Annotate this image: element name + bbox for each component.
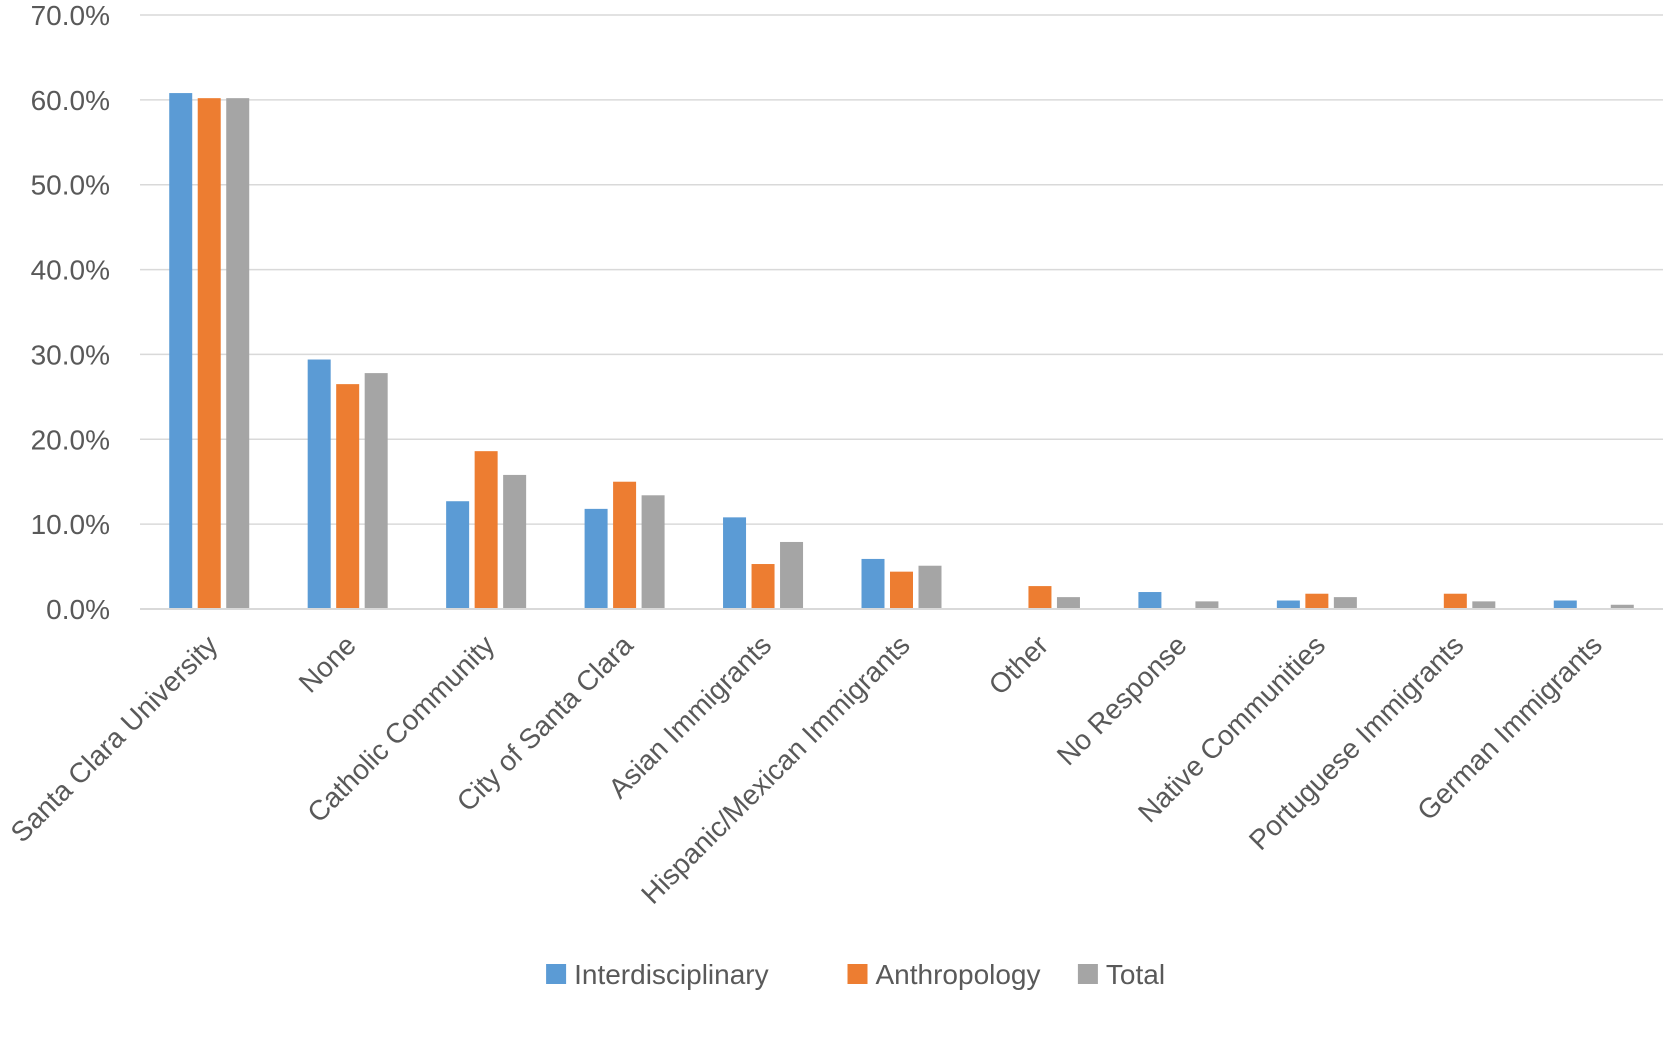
bar — [1472, 601, 1496, 609]
bar — [1305, 593, 1329, 609]
x-category-label: Other — [983, 629, 1054, 700]
y-tick-label: 0.0% — [46, 594, 110, 625]
y-tick-label: 40.0% — [31, 255, 110, 286]
y-tick-label: 20.0% — [31, 424, 110, 455]
bar — [169, 93, 193, 609]
legend-swatch — [546, 964, 567, 984]
bar — [446, 501, 470, 609]
bar — [503, 474, 527, 609]
legend-swatch — [847, 964, 868, 984]
bar — [584, 508, 608, 609]
bar — [364, 373, 388, 609]
bar — [918, 565, 942, 609]
legend-label: Anthropology — [876, 959, 1041, 990]
bar — [307, 359, 331, 609]
bar — [613, 481, 637, 609]
bar — [1443, 593, 1467, 609]
bar — [197, 98, 221, 609]
bar — [474, 451, 498, 609]
x-category-label: Hispanic/Mexican Immigrants — [635, 629, 915, 909]
bars — [169, 93, 1634, 609]
bar — [336, 384, 360, 609]
bar — [1056, 597, 1080, 609]
y-axis-tick-labels: 0.0% 10.0% 20.0% 30.0% 40.0% 50.0% 60.0% 70.0% — [31, 0, 110, 625]
x-category-label: None — [293, 629, 362, 698]
bar — [1610, 604, 1634, 609]
bar — [1553, 600, 1577, 609]
y-tick-label: 30.0% — [31, 339, 110, 370]
bar — [641, 495, 665, 609]
y-tick-label: 10.0% — [31, 509, 110, 540]
y-tick-label: 70.0% — [31, 0, 110, 31]
bar — [226, 98, 250, 609]
y-tick-label: 60.0% — [31, 85, 110, 116]
bar — [780, 541, 804, 609]
bar — [751, 564, 775, 609]
bar — [1276, 600, 1300, 609]
legend-swatch — [1077, 964, 1098, 984]
y-tick-label: 50.0% — [31, 170, 110, 201]
bar — [1195, 601, 1219, 609]
legend-label: Interdisciplinary — [574, 959, 769, 990]
bar — [1138, 592, 1162, 609]
bar — [1333, 597, 1357, 609]
legend-label: Total — [1106, 959, 1165, 990]
bar — [723, 517, 747, 609]
x-category-label: Santa Clara University — [5, 629, 224, 848]
legend: Interdisciplinary Anthropology Total — [546, 959, 1165, 990]
x-category-label: No Response — [1051, 629, 1193, 771]
bar — [1028, 586, 1052, 609]
bar — [890, 571, 913, 609]
gridlines — [140, 14, 1663, 525]
bar — [861, 558, 885, 609]
